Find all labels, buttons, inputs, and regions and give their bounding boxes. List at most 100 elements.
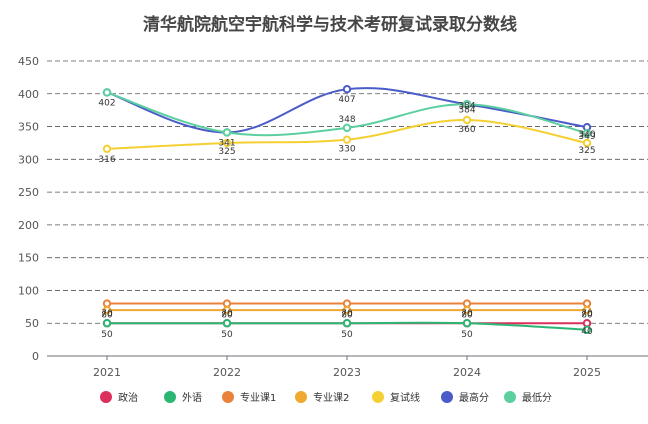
data-point[interactable] (342, 135, 352, 144)
y-tick-label: 250 (18, 186, 39, 199)
data-point[interactable] (342, 299, 352, 308)
y-tick-label: 450 (18, 55, 39, 68)
data-point[interactable] (222, 305, 232, 315)
legend[interactable]: 政治 外语 专业课1 专业课2 复试线 最高分 最低分 (100, 391, 552, 404)
y-tick-label: 150 (18, 252, 39, 265)
data-point[interactable] (222, 299, 232, 308)
data-point[interactable] (462, 115, 472, 125)
data-point[interactable] (222, 128, 232, 137)
data-point[interactable] (342, 123, 352, 133)
grid-lines (47, 60, 648, 324)
legend-item[interactable]: 最高分 (441, 391, 489, 404)
y-tick-label: 400 (18, 88, 39, 101)
data-label: 70 (341, 309, 353, 319)
legend-label: 最低分 (522, 391, 552, 404)
data-point[interactable] (462, 100, 472, 109)
data-point[interactable] (222, 138, 232, 148)
data-point[interactable] (582, 325, 592, 334)
data-label: 80 (341, 311, 353, 321)
data-label: 330 (338, 145, 355, 155)
data-label: 341 (218, 138, 235, 148)
legend-label: 最高分 (459, 391, 489, 404)
legend-label: 政治 (118, 391, 138, 404)
data-point[interactable] (582, 128, 592, 138)
data-point[interactable] (582, 299, 592, 308)
x-tick-label: 2021 (93, 366, 121, 379)
data-point[interactable] (342, 305, 352, 315)
data-point[interactable] (342, 84, 352, 94)
legend-item[interactable]: 最低分 (504, 391, 552, 404)
y-axis: 0 50 100 150 200 250 300 350 400 450 (18, 55, 39, 363)
legend-item[interactable]: 政治 (100, 391, 138, 404)
legend-marker (504, 391, 516, 403)
data-label: 70 (581, 309, 593, 319)
data-point[interactable] (462, 319, 472, 328)
legend-marker (295, 391, 307, 403)
y-tick-label: 0 (32, 350, 39, 363)
data-point[interactable] (102, 305, 112, 315)
data-label: 50 (341, 330, 353, 340)
x-tick-label: 2022 (213, 366, 241, 379)
legend-label: 外语 (182, 392, 202, 404)
legend-marker (100, 391, 112, 403)
x-axis: 2021 2022 2023 2024 2025 (47, 355, 648, 379)
watermark-text: @盛世清北考研 (542, 398, 640, 414)
data-label: 50 (221, 330, 233, 340)
data-point[interactable] (462, 299, 472, 308)
legend-item[interactable]: 外语 (164, 391, 202, 404)
x-tick-label: 2023 (333, 366, 361, 379)
data-label: 70 (221, 309, 233, 319)
legend-item[interactable]: 专业课1 (222, 391, 276, 404)
legend-label: 专业课1 (240, 391, 276, 404)
data-point[interactable] (102, 144, 112, 154)
data-label: 70 (101, 309, 113, 319)
series-group (102, 84, 592, 334)
data-label: 407 (338, 95, 355, 105)
y-tick-label: 300 (18, 153, 39, 166)
y-tick-label: 350 (18, 121, 39, 134)
data-point[interactable] (582, 305, 592, 315)
data-label: 384 (458, 105, 475, 115)
legend-label: 专业课2 (313, 391, 349, 404)
data-label: 340 (578, 130, 595, 140)
data-point[interactable] (462, 305, 472, 315)
data-point[interactable] (102, 299, 112, 308)
data-label: 50 (101, 330, 113, 340)
data-label: 384 (458, 101, 475, 111)
legend-item[interactable]: 专业课2 (295, 391, 349, 404)
data-label: 325 (218, 147, 235, 157)
data-point[interactable] (102, 88, 112, 97)
data-label: 70 (461, 309, 473, 319)
x-tick-label: 2024 (453, 366, 481, 379)
y-tick-label: 200 (18, 219, 39, 232)
legend-marker (164, 391, 176, 403)
data-label: 80 (461, 311, 473, 321)
legend-marker (222, 391, 234, 403)
x-tick-label: 2025 (573, 366, 601, 379)
data-label: 80 (101, 311, 113, 321)
data-label: 325 (578, 146, 595, 156)
data-label: 402 (98, 98, 115, 108)
data-point[interactable] (222, 319, 232, 328)
data-point[interactable] (342, 319, 352, 328)
data-point[interactable] (582, 138, 592, 148)
data-label: 349 (578, 132, 595, 142)
data-label: 348 (338, 115, 355, 125)
legend-label: 复试线 (390, 391, 420, 404)
data-label: 80 (221, 311, 233, 321)
y-tick-label: 100 (18, 284, 39, 297)
data-label: 80 (581, 311, 593, 321)
chart-title: 清华航院航空宇航科学与技术考研复试录取分数线 (143, 14, 517, 35)
data-label: 360 (458, 125, 475, 135)
data-point[interactable] (582, 319, 592, 328)
legend-marker (441, 391, 453, 403)
legend-item[interactable]: 复试线 (372, 391, 420, 404)
y-tick-label: 50 (25, 317, 39, 330)
data-label: 316 (98, 155, 115, 165)
legend-marker (372, 391, 384, 403)
data-label: 40 (581, 327, 593, 337)
data-point[interactable] (102, 319, 112, 328)
data-label: 50 (461, 330, 473, 340)
